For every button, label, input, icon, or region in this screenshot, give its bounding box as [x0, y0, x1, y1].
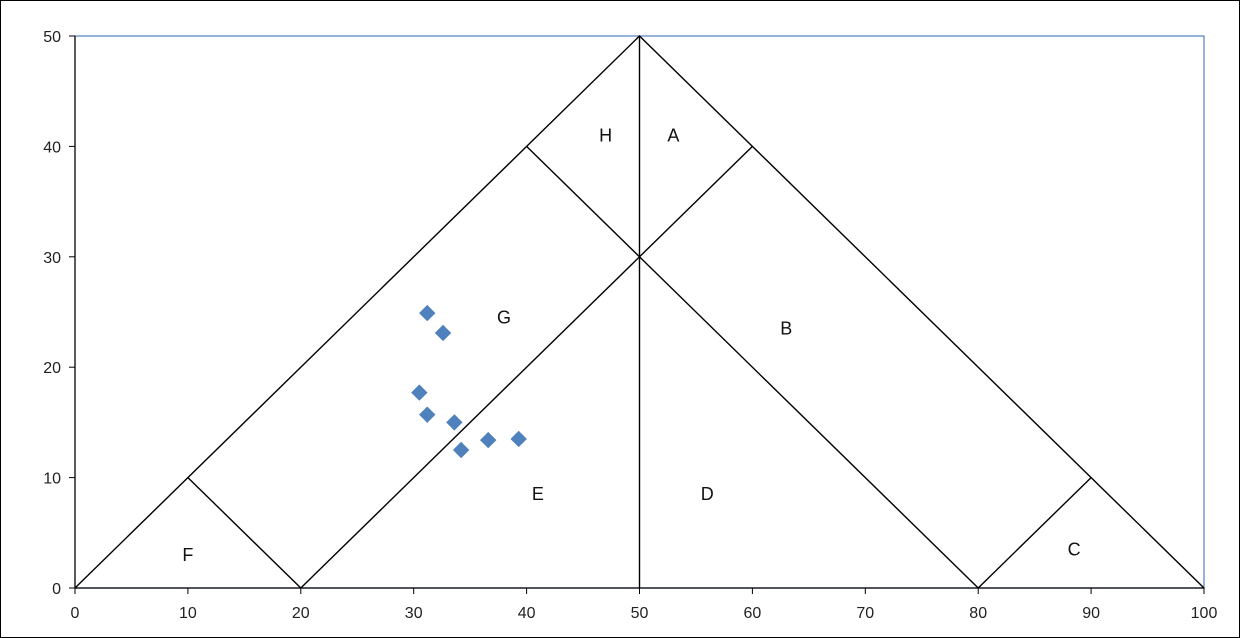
x-tick-label: 70 — [856, 605, 874, 622]
region-label-a: A — [667, 125, 679, 145]
y-tick-label: 0 — [52, 581, 61, 598]
x-tick-label: 90 — [1082, 605, 1100, 622]
x-tick-label: 80 — [969, 605, 987, 622]
x-tick-label: 0 — [71, 605, 80, 622]
data-points — [411, 304, 527, 459]
data-point — [480, 431, 497, 449]
boundary-line-3 — [187, 477, 302, 589]
region-labels: A B C D E F G H — [182, 125, 1080, 565]
data-point — [411, 384, 428, 401]
x-tick-label: 60 — [744, 605, 762, 622]
region-label-e: E — [532, 484, 544, 504]
x-tick-label: 20 — [292, 605, 310, 622]
region-boundaries — [74, 35, 1205, 589]
region-label-d: D — [701, 484, 714, 504]
x-tick-label: 50 — [631, 605, 649, 622]
data-point — [419, 406, 436, 423]
data-point — [419, 304, 436, 322]
data-point — [434, 324, 452, 342]
data-point — [452, 441, 470, 459]
x-tick-label: 10 — [179, 605, 197, 622]
y-tick-label: 40 — [43, 139, 61, 156]
data-point — [446, 414, 463, 431]
axes: 0 10 20 30 40 50 60 70 80 90 100 0 10 20 30 40 50 — [43, 29, 1217, 622]
y-tick-label: 50 — [43, 29, 61, 46]
y-tick-label: 10 — [43, 471, 61, 488]
boundary-line-1 — [300, 145, 753, 589]
region-label-b: B — [780, 319, 792, 339]
boundary-line-2 — [526, 145, 979, 589]
region-label-g: G — [497, 308, 511, 328]
region-label-h: H — [599, 125, 612, 145]
y-tick-label: 30 — [43, 250, 61, 267]
region-label-c: C — [1068, 539, 1081, 559]
x-tick-label: 100 — [1191, 605, 1218, 622]
x-tick-label: 30 — [405, 605, 423, 622]
region-label-f: F — [182, 545, 193, 565]
boundary-line-4 — [977, 477, 1092, 589]
data-point — [510, 430, 527, 448]
y-tick-label: 20 — [43, 360, 61, 377]
x-tick-label: 40 — [518, 605, 536, 622]
